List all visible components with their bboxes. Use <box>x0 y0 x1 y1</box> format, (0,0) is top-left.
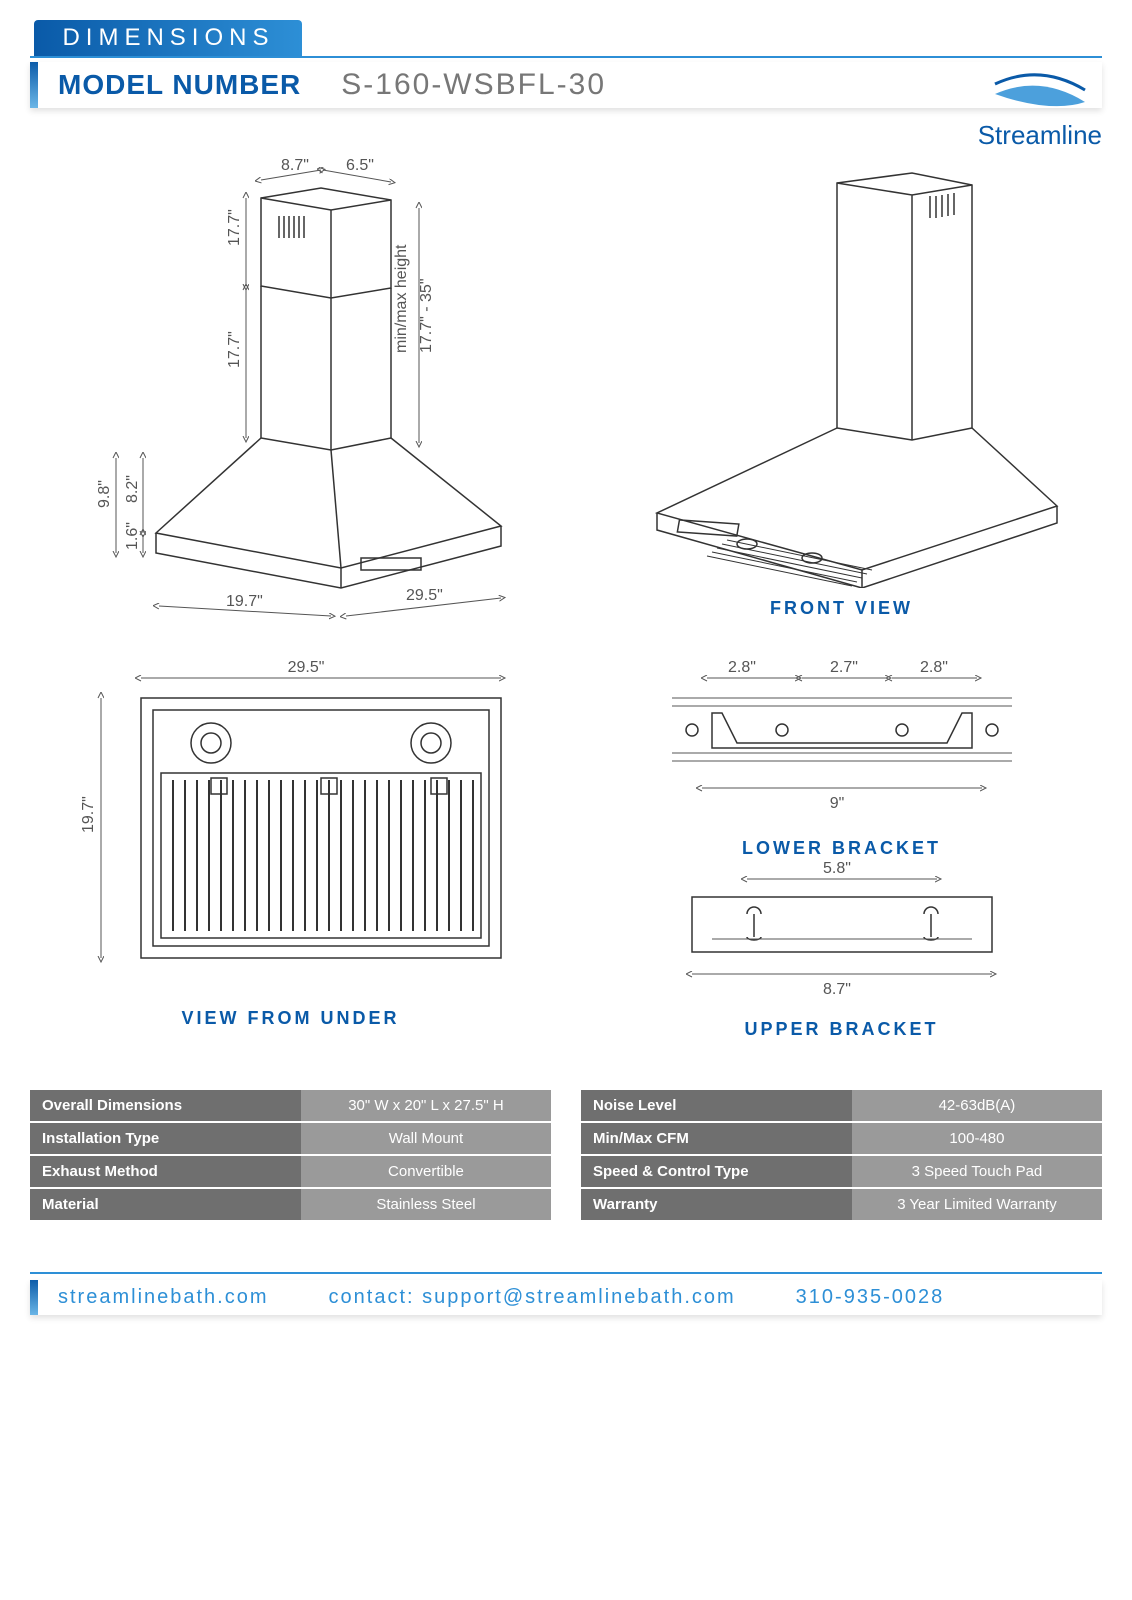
dim-lower-total: 9" <box>829 795 844 812</box>
footer: streamlinebath.com contact: support@stre… <box>30 1272 1102 1315</box>
front-view-diagram: FRONT VIEW <box>581 158 1102 628</box>
table-row: Speed & Control Type3 Speed Touch Pad <box>581 1155 1102 1188</box>
dimensions-tab: DIMENSIONS <box>34 20 302 56</box>
table-row: Exhaust MethodConvertible <box>30 1155 551 1188</box>
specs-table-right: Noise Level42-63dB(A) Min/Max CFM100-480… <box>581 1090 1102 1222</box>
spec-key: Speed & Control Type <box>581 1155 852 1188</box>
spec-val: Convertible <box>301 1155 551 1188</box>
spec-key: Exhaust Method <box>30 1155 301 1188</box>
table-row: MaterialStainless Steel <box>30 1188 551 1221</box>
dim-hood-upper: 8.2" <box>124 475 141 503</box>
footer-url: streamlinebath.com <box>58 1286 269 1309</box>
table-row: Noise Level42-63dB(A) <box>581 1090 1102 1122</box>
dim-top-w2: 6.5" <box>346 158 374 174</box>
dim-depth: 19.7" <box>226 593 263 610</box>
dim-chimney-top: 17.7" <box>226 209 243 246</box>
lower-bracket-caption: LOWER BRACKET <box>581 838 1102 859</box>
dim-minmax-label: min/max height <box>393 244 410 353</box>
dim-hood-total: 9.8" <box>96 480 113 508</box>
tab-label: DIMENSIONS <box>62 24 274 51</box>
upper-bracket-caption: UPPER BRACKET <box>581 1019 1102 1040</box>
dim-lower-seg3: 2.8" <box>920 659 948 676</box>
under-view-diagram: 29.5" 19.7" <box>30 658 551 1040</box>
iso-dimension-diagram: 8.7" 6.5" 17.7" 17.7" min/max height 17.… <box>30 158 551 628</box>
spec-key: Material <box>30 1188 301 1221</box>
model-value: S-160-WSBFL-30 <box>341 68 606 102</box>
dim-hood-lip: 1.6" <box>124 522 141 550</box>
dim-minmax-value: 17.7" - 35" <box>418 278 435 353</box>
dim-upper-outer: 8.7" <box>823 981 851 998</box>
dim-chimney-bot: 17.7" <box>226 331 243 368</box>
spec-val: 3 Year Limited Warranty <box>852 1188 1102 1221</box>
dim-under-depth: 19.7" <box>80 796 97 833</box>
wave-icon <box>985 68 1095 116</box>
spec-key: Min/Max CFM <box>581 1122 852 1155</box>
spec-key: Overall Dimensions <box>30 1090 301 1122</box>
footer-contact: contact: support@streamlinebath.com <box>329 1286 736 1309</box>
dim-lower-seg1: 2.8" <box>728 659 756 676</box>
specs-section: Overall Dimensions30" W x 20" L x 27.5" … <box>30 1090 1102 1222</box>
spec-val: 3 Speed Touch Pad <box>852 1155 1102 1188</box>
spec-val: 42-63dB(A) <box>852 1090 1102 1122</box>
dim-upper-inner: 5.8" <box>823 860 851 877</box>
table-row: Min/Max CFM100-480 <box>581 1122 1102 1155</box>
spec-val: Wall Mount <box>301 1122 551 1155</box>
model-bar: MODEL NUMBER S-160-WSBFL-30 <box>30 62 1102 108</box>
spec-val: 30" W x 20" L x 27.5" H <box>301 1090 551 1122</box>
spec-val: Stainless Steel <box>301 1188 551 1221</box>
model-label: MODEL NUMBER <box>58 69 301 101</box>
dim-under-width: 29.5" <box>287 659 324 676</box>
header-bar: MODEL NUMBER S-160-WSBFL-30 Streamline <box>30 56 1102 108</box>
spec-key: Installation Type <box>30 1122 301 1155</box>
spec-key: Warranty <box>581 1188 852 1221</box>
footer-phone: 310-935-0028 <box>796 1286 945 1309</box>
spec-val: 100-480 <box>852 1122 1102 1155</box>
brackets-diagram: 2.8" 2.7" 2.8" 9" LOWER BRACKET 5.8" 8.7… <box>581 658 1102 1040</box>
dim-top-w1: 8.7" <box>281 158 309 174</box>
under-view-caption: VIEW FROM UNDER <box>30 1008 551 1029</box>
dim-width: 29.5" <box>406 587 443 604</box>
specs-table-left: Overall Dimensions30" W x 20" L x 27.5" … <box>30 1090 551 1222</box>
table-row: Installation TypeWall Mount <box>30 1122 551 1155</box>
brand-name: Streamline <box>978 120 1102 151</box>
front-view-caption: FRONT VIEW <box>581 598 1102 619</box>
spec-key: Noise Level <box>581 1090 852 1122</box>
table-row: Warranty3 Year Limited Warranty <box>581 1188 1102 1221</box>
brand-logo: Streamline <box>978 68 1102 151</box>
table-row: Overall Dimensions30" W x 20" L x 27.5" … <box>30 1090 551 1122</box>
dim-lower-seg2: 2.7" <box>830 659 858 676</box>
